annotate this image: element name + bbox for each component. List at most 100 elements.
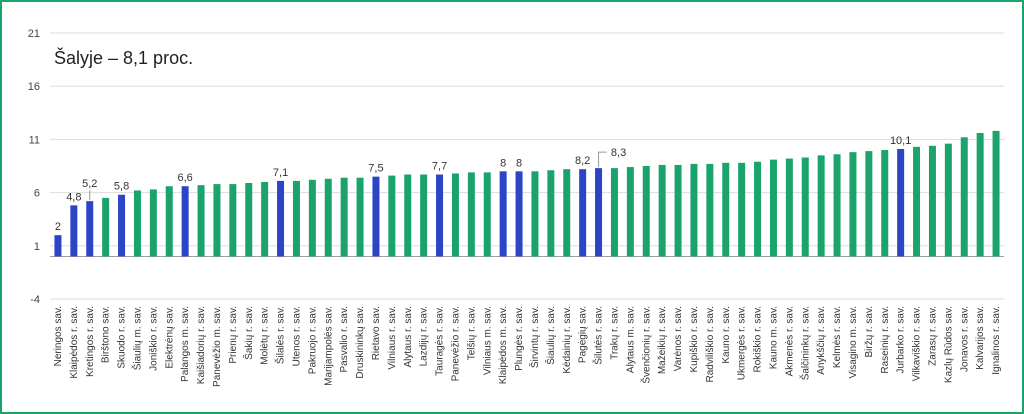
y-tick-label: 16 <box>28 81 40 93</box>
bar <box>849 152 857 257</box>
x-tick-label: Prienų r. sav. <box>228 306 239 364</box>
data-label: 6,6 <box>178 172 193 184</box>
data-label: 8,3 <box>611 147 626 159</box>
bar <box>324 178 332 257</box>
bar <box>579 169 587 257</box>
bar <box>515 171 523 257</box>
bar <box>531 171 539 257</box>
x-tick-label: Joniškio r. sav. <box>148 306 159 371</box>
bar <box>292 180 300 257</box>
bar <box>817 155 825 257</box>
x-tick-label: Trakų r. sav. <box>609 306 620 360</box>
bar <box>881 150 889 257</box>
x-tick-label: Molėtų r. sav. <box>260 306 271 365</box>
bar <box>658 164 666 257</box>
x-tick-label: Jurbarko r. sav. <box>896 306 907 374</box>
data-label: 7,7 <box>432 161 447 173</box>
bar <box>976 133 984 257</box>
x-tick-label: Pasvalio r. sav. <box>339 306 350 373</box>
data-label: 8 <box>516 157 522 169</box>
data-label: 10,1 <box>890 135 911 147</box>
data-label: 7,1 <box>273 167 288 179</box>
x-tick-label: Vilkaviškio r. sav. <box>912 306 923 381</box>
bar <box>70 205 78 257</box>
bar <box>547 170 555 257</box>
bar <box>245 183 253 257</box>
x-tick-label: Varėnos r. sav. <box>673 306 684 371</box>
bar <box>404 174 412 257</box>
bar <box>785 158 793 257</box>
x-tick-label: Palangos m. sav. <box>180 306 191 382</box>
gridlines <box>50 32 1004 300</box>
bar <box>563 169 571 257</box>
bar <box>626 167 634 257</box>
x-tick-label: Kupiškio r. sav. <box>689 306 700 373</box>
data-label: 8,2 <box>575 155 590 167</box>
bar <box>451 173 459 257</box>
x-tick-label: Širvintų r. sav. <box>528 306 541 368</box>
x-tick-label: Neringos sav. <box>53 306 64 366</box>
bar <box>436 174 444 257</box>
x-tick-label: Kauno m. sav. <box>768 306 779 369</box>
x-tick-label: Anykščių r. sav. <box>816 306 827 375</box>
bar <box>118 194 126 257</box>
x-tick-label: Kelmės r. sav. <box>832 306 843 368</box>
x-tick-label: Ignalinos r. sav. <box>991 306 1002 375</box>
x-tick-label: Ukmergės r. sav. <box>737 306 748 380</box>
bar <box>960 137 968 257</box>
data-labels: 2 4,85,2 5,8 6,6 7,1 7,5 7,7 8 8 8,2 8,3 10,1 <box>55 135 911 233</box>
label-leader-line <box>598 151 607 168</box>
bar <box>197 185 205 257</box>
bar <box>229 184 237 257</box>
bar <box>499 171 507 257</box>
bar <box>261 181 269 257</box>
x-tick-label: Biržų r. sav. <box>864 306 875 358</box>
x-tick-label: Skuodo r. sav. <box>117 306 128 369</box>
x-tick-label: Kaišiadorių r. sav. <box>196 306 207 384</box>
x-tick-label: Pagėgių sav. <box>578 306 589 363</box>
bar <box>865 151 873 257</box>
y-tick-label: 11 <box>29 134 40 146</box>
bar <box>483 172 491 257</box>
y-tick-label: 21 <box>28 28 40 40</box>
x-tick-label: Marijampolės sav. <box>323 306 334 386</box>
bar <box>102 197 110 257</box>
bar <box>913 146 921 257</box>
data-label: 4,8 <box>66 191 81 203</box>
bar <box>706 163 714 257</box>
bar <box>897 148 905 257</box>
bar <box>308 179 316 257</box>
bar <box>722 162 730 257</box>
x-tick-label: Pakruojo r. sav. <box>307 306 318 374</box>
x-axis: Neringos sav. Klaipėdos r. sav. Kretingos … <box>53 306 1002 387</box>
x-tick-label: Vilniaus r. sav. <box>387 306 398 370</box>
bar <box>928 145 936 257</box>
x-tick-label: Zarasų r. sav. <box>927 306 938 366</box>
bar <box>690 163 698 257</box>
chart-title: Šalyje – 8,1 proc. <box>48 46 200 71</box>
x-tick-label: Kretingos r. sav. <box>85 306 96 377</box>
x-tick-label: Radviliškio r. sav. <box>705 306 716 383</box>
x-tick-label: Druskininkų sav. <box>355 306 366 379</box>
x-tick-label: Šalčininkų r. sav. <box>798 306 811 380</box>
bar <box>372 176 380 257</box>
data-label: 2 <box>55 221 61 233</box>
bar <box>388 175 396 257</box>
x-tick-label: Visagino m. sav. <box>848 306 859 378</box>
bar <box>610 168 618 257</box>
bar <box>356 177 364 257</box>
y-tick-label: -4 <box>30 294 40 306</box>
x-tick-label: Švenčionių r. sav. <box>639 306 652 384</box>
x-tick-label: Klaipėdos r. sav. <box>69 306 80 379</box>
bar <box>277 180 285 257</box>
x-tick-label: Plungės r. sav. <box>514 306 525 371</box>
x-tick-label: Šakių r. sav. <box>242 306 255 360</box>
x-tick-label: Vilniaus m. sav. <box>482 306 493 375</box>
bar <box>674 164 682 257</box>
x-tick-label: Alytaus m. sav. <box>625 306 636 373</box>
x-tick-label: Telšių r. sav. <box>466 306 477 360</box>
x-tick-label: Akmenės r. sav. <box>784 306 795 376</box>
bar <box>992 130 1000 257</box>
